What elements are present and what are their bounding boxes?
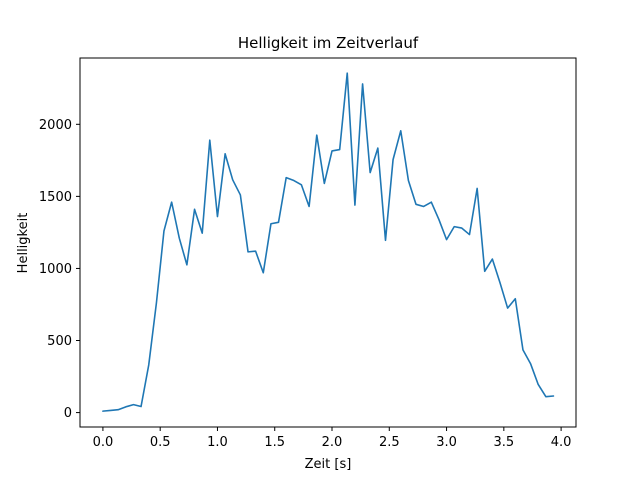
y-tick-label: 1000 <box>39 262 72 277</box>
x-tick-label: 1.0 <box>207 435 228 450</box>
y-axis-label: Helligkeit <box>16 213 31 274</box>
plot-area <box>102 72 555 412</box>
x-tick-label: 2.5 <box>379 435 400 450</box>
x-tick-label: 1.5 <box>264 435 285 450</box>
y-tick-label: 500 <box>47 334 72 349</box>
y-axis-ticks: 0 500 1000 1500 2000 <box>39 118 80 421</box>
x-tick-label: 3.0 <box>436 435 457 450</box>
y-tick-label: 0 <box>64 406 72 421</box>
brightness-series-line <box>102 72 555 412</box>
chart-title: Helligkeit im Zeitverlauf <box>238 34 419 52</box>
y-tick-label: 2000 <box>39 118 72 133</box>
x-axis-ticks: 0.0 0.5 1.0 1.5 2.0 2.5 3.0 3.5 4.0 <box>93 427 572 450</box>
y-tick-label: 1500 <box>39 190 72 205</box>
x-tick-label: 0.0 <box>93 435 114 450</box>
x-tick-label: 4.0 <box>551 435 572 450</box>
x-tick-label: 2.0 <box>322 435 343 450</box>
x-tick-label: 0.5 <box>150 435 171 450</box>
plot-frame <box>79 57 577 428</box>
x-axis-label: Zeit [s] <box>305 457 352 472</box>
x-tick-label: 3.5 <box>493 435 514 450</box>
